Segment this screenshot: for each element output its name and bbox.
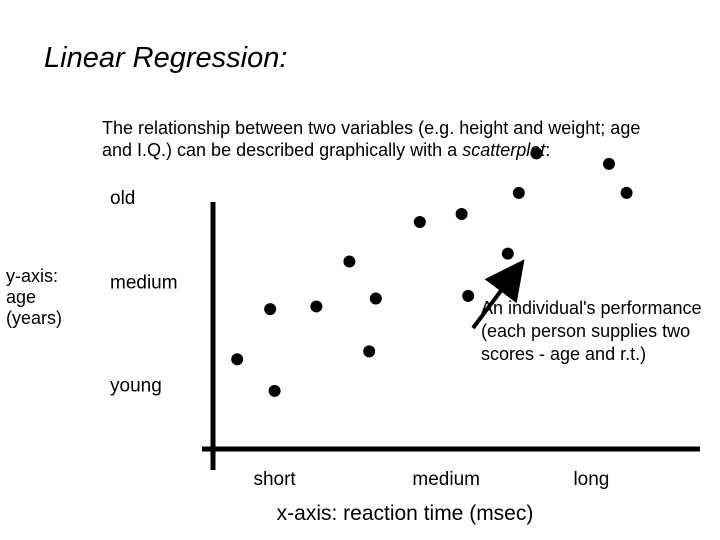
data-point-3: [264, 303, 277, 316]
y-axis-label: y-axis: age (years): [6, 266, 63, 328]
y-tick-label-1: old: [110, 188, 135, 209]
data-point-7: [363, 345, 376, 358]
data-point-11: [501, 247, 514, 260]
data-point-10: [462, 289, 475, 302]
x-tick-label-3: long: [573, 469, 609, 490]
slide-title: Linear Regression:: [44, 42, 288, 74]
data-point-2: [268, 384, 281, 397]
x-tick-label-2: medium: [412, 469, 480, 490]
x-axis-label: x-axis: reaction time (msec): [277, 502, 534, 525]
data-point-1: [231, 353, 244, 366]
data-point-14: [603, 157, 615, 170]
data-point-4: [310, 300, 323, 313]
data-point-8: [413, 215, 426, 228]
data-point-5: [343, 255, 356, 268]
data-point-13: [530, 147, 543, 160]
intro-text-main: The relationship between two variables (…: [102, 118, 641, 160]
tick-labels: short medium long old medium young: [110, 188, 609, 490]
data-point-12: [512, 186, 525, 199]
x-tick-label-1: short: [253, 469, 296, 490]
annotation-arrow: [471, 259, 525, 330]
data-points: [231, 147, 633, 397]
annotation-text: An individual's performance (each person…: [481, 298, 702, 364]
intro-text: The relationship between two variables (…: [102, 117, 642, 161]
y-tick-label-2: medium: [110, 273, 178, 294]
y-tick-label-3: young: [110, 376, 162, 397]
data-point-15: [620, 186, 633, 199]
data-point-6: [369, 292, 382, 305]
data-point-9: [455, 208, 468, 221]
intro-text-end: :: [545, 140, 551, 160]
intro-emphasis: scatterplot: [462, 140, 546, 160]
